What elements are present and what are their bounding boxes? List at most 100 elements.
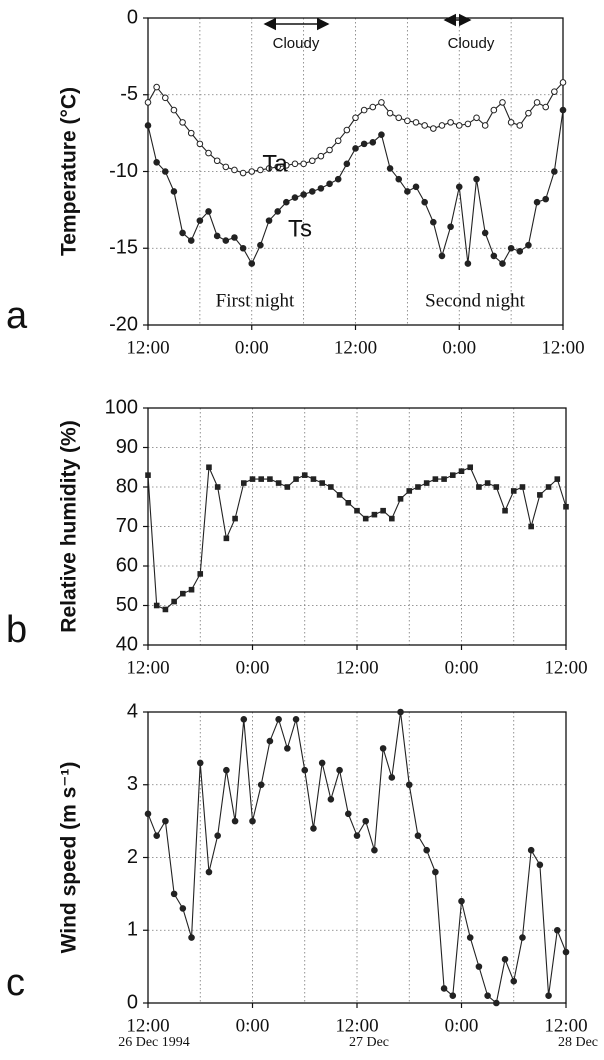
- marker: [432, 868, 439, 876]
- y-tick-label: 60: [116, 554, 138, 576]
- marker: [291, 194, 299, 201]
- marker: [354, 507, 360, 514]
- marker: [336, 766, 343, 774]
- marker: [283, 162, 290, 169]
- marker: [397, 708, 404, 716]
- x-tick-label: 12:00: [126, 1015, 169, 1036]
- marker: [336, 492, 343, 498]
- marker: [379, 745, 387, 752]
- marker: [310, 825, 317, 832]
- marker: [388, 774, 396, 781]
- panel-label: b: [6, 609, 27, 651]
- marker: [412, 183, 420, 191]
- marker: [554, 476, 561, 482]
- marker: [153, 83, 160, 91]
- marker: [473, 114, 480, 122]
- marker: [519, 934, 526, 941]
- marker: [475, 963, 483, 970]
- marker: [447, 119, 454, 126]
- x-tick-label: 0:00: [445, 1015, 479, 1036]
- marker: [293, 476, 299, 482]
- marker: [231, 234, 238, 241]
- marker: [510, 488, 517, 494]
- marker: [507, 119, 515, 126]
- x-tick-label: 0:00: [236, 657, 270, 678]
- marker: [421, 122, 428, 129]
- marker: [170, 890, 178, 898]
- marker: [360, 106, 368, 114]
- marker: [179, 229, 186, 237]
- marker: [283, 198, 290, 206]
- x-tick-label: 0:00: [236, 1015, 270, 1036]
- marker: [525, 241, 532, 249]
- plot-frame: [147, 17, 564, 326]
- marker: [542, 103, 550, 111]
- marker: [537, 492, 543, 498]
- marker: [153, 602, 160, 609]
- marker: [239, 244, 247, 252]
- marker: [430, 218, 437, 226]
- marker: [161, 94, 169, 102]
- x-tick-label: 12:00: [335, 657, 378, 678]
- marker: [213, 232, 221, 240]
- marker: [481, 229, 489, 237]
- marker: [421, 198, 428, 206]
- marker: [308, 157, 316, 165]
- marker: [144, 99, 152, 106]
- marker: [438, 252, 446, 260]
- marker: [404, 188, 411, 195]
- marker: [196, 217, 204, 224]
- y-tick-label: 0: [127, 6, 138, 28]
- marker: [362, 515, 369, 522]
- marker: [536, 861, 544, 869]
- marker: [343, 160, 351, 168]
- marker: [430, 125, 437, 132]
- plot-frame: [147, 407, 567, 646]
- marker: [353, 832, 361, 839]
- marker: [369, 139, 377, 146]
- marker: [525, 109, 532, 117]
- x-tick-label: 0:00: [442, 337, 476, 358]
- marker: [559, 106, 567, 114]
- marker: [214, 484, 221, 490]
- marker: [231, 166, 238, 174]
- marker: [559, 79, 567, 86]
- y-tick-label: -20: [109, 313, 138, 335]
- x-tick-label: 12:00: [544, 657, 587, 678]
- marker: [206, 464, 212, 471]
- annotation: Cloudy: [273, 35, 320, 52]
- annotation: Second night: [425, 290, 525, 311]
- marker: [265, 217, 273, 224]
- marker: [551, 88, 558, 95]
- marker: [222, 163, 230, 171]
- y-tick-label: 4: [127, 700, 138, 722]
- marker: [144, 122, 152, 129]
- marker: [205, 149, 212, 157]
- y-tick-label: -5: [120, 83, 138, 105]
- marker: [490, 106, 498, 114]
- marker: [319, 480, 325, 486]
- marker: [432, 476, 439, 482]
- marker: [162, 817, 169, 825]
- annotation: Ta: [262, 150, 288, 177]
- marker: [386, 165, 394, 172]
- marker: [274, 163, 281, 171]
- marker: [344, 810, 352, 818]
- marker: [527, 846, 535, 854]
- marker: [389, 515, 395, 522]
- marker: [248, 168, 256, 175]
- marker: [214, 832, 221, 839]
- annotation: First night: [216, 290, 295, 311]
- marker: [414, 832, 422, 839]
- marker: [326, 180, 333, 188]
- y-tick-label: 90: [116, 436, 138, 458]
- date-label: 28 Dec: [558, 1035, 598, 1050]
- marker: [481, 122, 489, 129]
- marker: [395, 175, 403, 183]
- marker: [397, 496, 404, 502]
- y-axis-title: Relative humidity (%): [58, 420, 81, 632]
- marker: [378, 131, 385, 138]
- marker: [466, 934, 474, 941]
- marker: [187, 129, 195, 137]
- marker: [516, 248, 524, 255]
